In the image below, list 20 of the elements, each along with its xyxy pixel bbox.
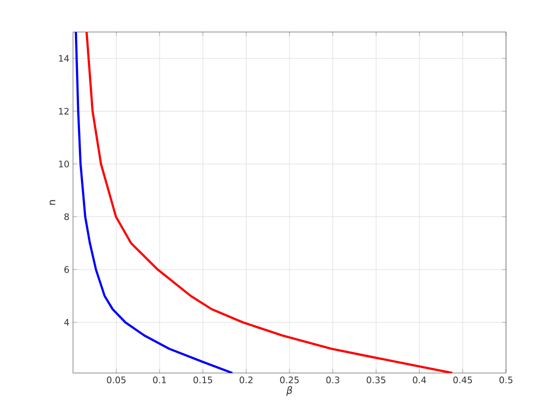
x-tick-label: 0.5 — [499, 376, 512, 384]
y-tick-label: 10 — [59, 160, 69, 168]
y-axis-title: n — [50, 200, 56, 205]
x-tick-label: 0.25 — [280, 376, 299, 384]
line-series — [86, 32, 454, 373]
x-tick-label: 0.4 — [412, 376, 426, 384]
x-axis-title: β — [286, 386, 292, 396]
x-tick-label: 0.15 — [194, 376, 212, 384]
x-tick-label: 0.05 — [106, 376, 126, 384]
x-tick-label: 0.3 — [326, 376, 340, 384]
y-tick-label: 6 — [64, 266, 69, 273]
x-tick-label: 0.2 — [240, 376, 252, 384]
line-series — [74, 32, 234, 373]
y-tick-label: 14 — [59, 55, 69, 62]
x-tick-label: 0.35 — [366, 376, 386, 384]
y-tick-label: 12 — [59, 108, 69, 115]
y-tick-label: 4 — [64, 319, 69, 326]
y-tick-label: 8 — [64, 213, 69, 220]
x-tick-label: 0.45 — [453, 376, 472, 384]
x-tick-label: 0.1 — [153, 376, 166, 384]
